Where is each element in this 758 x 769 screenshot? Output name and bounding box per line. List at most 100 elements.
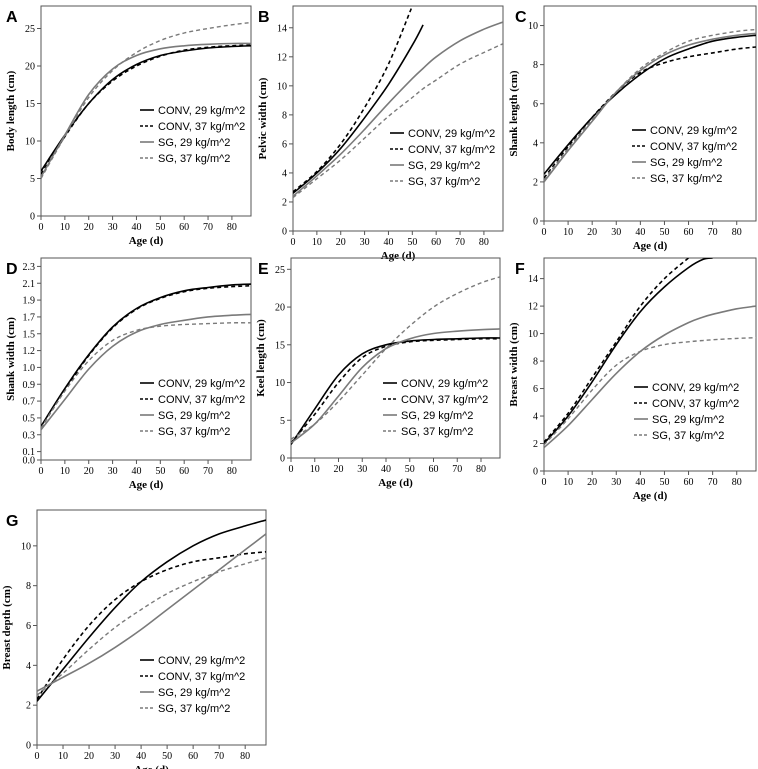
legend-label: SG, 37 kg/m^2 [650, 173, 722, 185]
panel-C: C 0 10 20 30 40 50 60 70 80 0 2 4 6 8 10 Age (d) Shank le… [508, 5, 757, 252]
y-tick-label: 10 [528, 21, 538, 32]
legend-label: CONV, 37 kg/m^2 [650, 141, 737, 153]
panel-F: F 0 10 20 30 40 50 60 70 80 0 2 4 6 8 10 12 14 Age (d) Brea… [508, 257, 757, 502]
legend-label: CONV, 37 kg/m^2 [652, 398, 739, 410]
y-tick-label: 8 [533, 357, 538, 368]
legend: CONV, 29 kg/m^2 CONV, 37 kg/m^2 SG, 29 kg/… [140, 655, 245, 715]
legend-label: CONV, 37 kg/m^2 [158, 121, 245, 133]
y-axis-label: Shank width (cm) [5, 317, 17, 401]
y-tick-label: 0 [282, 227, 287, 238]
legend-label: SG, 29 kg/m^2 [158, 687, 230, 699]
series-line [37, 519, 266, 702]
y-tick-label: 1.5 [23, 329, 36, 340]
y-tick-label: 0.5 [23, 413, 36, 424]
x-tick-label: 40 [635, 227, 645, 238]
x-tick-label: 70 [203, 466, 213, 477]
x-tick-label: 10 [60, 222, 70, 233]
legend: CONV, 29 kg/m^2 CONV, 37 kg/m^2 SG, 29 kg/… [140, 105, 245, 165]
y-tick-label: 12 [528, 302, 538, 313]
series-line [41, 283, 251, 427]
legend-label: SG, 37 kg/m^2 [158, 703, 230, 715]
x-axis-label: Age (d) [633, 240, 668, 252]
y-tick-label: 10 [275, 378, 285, 389]
x-tick-label: 10 [58, 751, 68, 762]
x-tick-label: 0 [542, 227, 547, 238]
y-tick-label: 2 [533, 439, 538, 450]
legend: CONV, 29 kg/m^2 CONV, 37 kg/m^2 SG, 29 kg/… [390, 128, 495, 188]
x-tick-label: 10 [312, 237, 322, 248]
x-tick-label: 30 [108, 466, 118, 477]
series-line [544, 258, 690, 443]
legend-label: SG, 29 kg/m^2 [652, 414, 724, 426]
panel-label: E [258, 261, 269, 278]
y-tick-label: 0 [26, 741, 31, 752]
series-line [41, 313, 251, 431]
x-tick-label: 30 [108, 222, 118, 233]
y-tick-label: 15 [275, 340, 285, 351]
plot-frame [543, 257, 757, 472]
x-tick-label: 20 [84, 751, 94, 762]
x-tick-label: 80 [227, 466, 237, 477]
x-tick-label: 10 [60, 466, 70, 477]
y-tick-label: 4 [533, 412, 538, 423]
y-tick-label: 5 [30, 174, 35, 185]
x-axis-label: Age (d) [633, 490, 668, 502]
x-tick-label: 30 [611, 477, 621, 488]
x-tick-label: 50 [155, 466, 165, 477]
y-tick-label: 2.1 [23, 279, 36, 290]
legend-label: SG, 37 kg/m^2 [158, 426, 230, 438]
series-line [293, 21, 503, 197]
x-tick-label: 10 [563, 227, 573, 238]
y-tick-label: 2 [533, 177, 538, 188]
plot-frame [543, 5, 757, 222]
y-tick-label: 25 [275, 265, 285, 276]
y-tick-label: 4 [282, 168, 287, 179]
x-tick-label: 30 [360, 237, 370, 248]
series-line [544, 258, 713, 445]
x-axis-label: Age (d) [134, 764, 169, 769]
series-line [37, 533, 266, 692]
x-tick-label: 80 [732, 227, 742, 238]
x-tick-label: 40 [635, 477, 645, 488]
y-tick-label: 6 [533, 99, 538, 110]
y-tick-label: 25 [25, 24, 35, 35]
x-tick-label: 0 [39, 466, 44, 477]
x-tick-label: 60 [179, 222, 189, 233]
plot-frame [292, 5, 504, 232]
plot-frame [40, 257, 252, 461]
x-tick-label: 60 [179, 466, 189, 477]
x-tick-label: 50 [155, 222, 165, 233]
y-tick-label: 4 [533, 138, 538, 149]
series-line [41, 285, 251, 429]
legend-label: CONV, 37 kg/m^2 [158, 671, 245, 683]
y-axis-label: Breast depth (cm) [1, 585, 13, 669]
x-tick-label: 30 [110, 751, 120, 762]
y-tick-label: 20 [25, 62, 35, 73]
x-tick-label: 70 [455, 237, 465, 248]
y-axis-label: Keel length (cm) [255, 319, 267, 397]
x-tick-label: 0 [289, 464, 294, 475]
y-tick-label: 8 [533, 60, 538, 71]
legend-label: CONV, 37 kg/m^2 [401, 394, 488, 406]
x-tick-label: 70 [708, 227, 718, 238]
series-line [41, 21, 251, 179]
x-tick-label: 60 [431, 237, 441, 248]
x-tick-label: 70 [214, 751, 224, 762]
y-tick-label: 0 [533, 467, 538, 478]
plot-frame [36, 509, 267, 746]
y-tick-label: 8 [282, 110, 287, 121]
y-tick-label: 0 [280, 454, 285, 465]
x-tick-label: 40 [383, 237, 393, 248]
x-tick-label: 40 [131, 222, 141, 233]
x-tick-label: 80 [479, 237, 489, 248]
series-line [544, 34, 756, 175]
y-tick-label: 0.9 [23, 380, 36, 391]
legend-label: CONV, 37 kg/m^2 [408, 144, 495, 156]
y-tick-label: 14 [277, 23, 287, 34]
x-tick-label: 70 [203, 222, 213, 233]
legend-label: SG, 29 kg/m^2 [650, 157, 722, 169]
x-tick-label: 40 [131, 466, 141, 477]
panel-B: B 0 10 20 30 40 50 60 70 80 0 2 4 6 8 10 12 14 Age (d) Pelv… [257, 5, 504, 262]
y-tick-label: 2 [26, 701, 31, 712]
legend-label: CONV, 29 kg/m^2 [158, 105, 245, 117]
